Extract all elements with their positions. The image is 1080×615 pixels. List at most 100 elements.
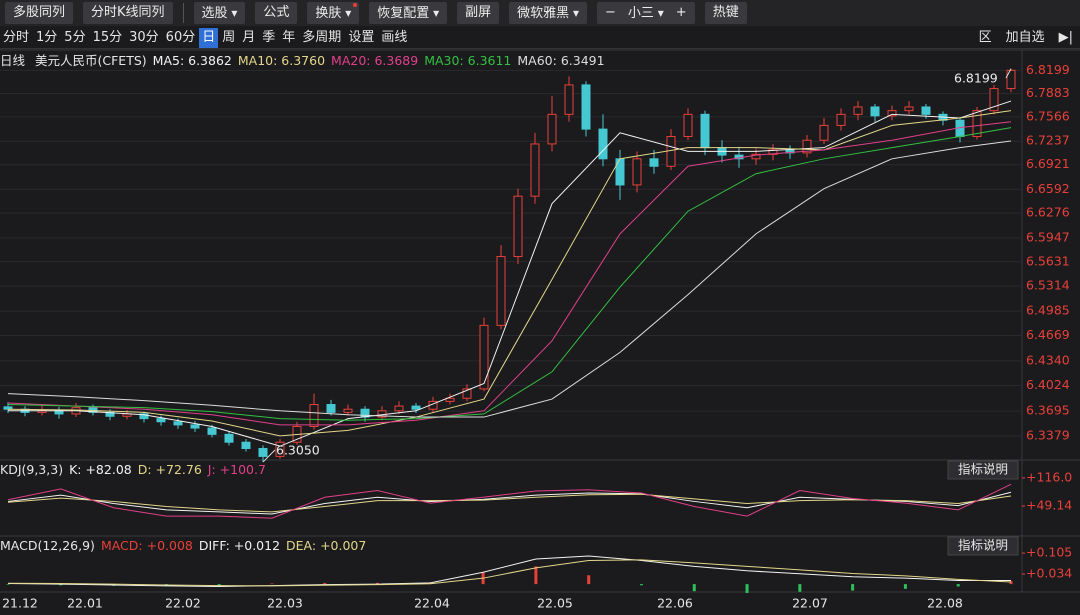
period-bar: 分时 1分 5分 15分 30分 60分日周月季年多周期 设置 画线 区 加自选 ▶|	[0, 27, 1080, 49]
macd-bar	[59, 584, 63, 586]
candle-body	[649, 158, 659, 167]
period-tab[interactable]: 60分	[165, 29, 196, 45]
increase[interactable]: +	[675, 5, 687, 20]
macd-line	[7, 559, 1012, 587]
ma-line	[7, 121, 1012, 426]
y-tick-label: 6.5947	[1026, 229, 1070, 244]
period-tab[interactable]: 日	[199, 27, 219, 48]
candle-body	[445, 397, 455, 402]
x-tick-label: 22.07	[792, 596, 828, 611]
period-tab[interactable]: 周	[222, 29, 236, 45]
candle-body	[394, 405, 404, 412]
toolbar-button[interactable]: 换肤	[307, 2, 360, 24]
y-tick-label: 6.6276	[1026, 205, 1070, 220]
legend-item: K: +82.08	[69, 462, 132, 477]
main-legend: 日线 美元人民币(CFETS) MA5: 6.3862 MA10: 6.3760 MA2…	[0, 53, 605, 68]
decrease[interactable]: −	[605, 5, 616, 20]
legend-item: DIFF: +0.012	[199, 538, 280, 553]
zone-button[interactable]: 区	[978, 30, 992, 45]
period-tab[interactable]: 5分	[64, 29, 86, 45]
add-watchlist[interactable]: 加自选	[1005, 30, 1045, 45]
candle-body	[768, 149, 778, 155]
macd-bar	[903, 584, 907, 589]
max-pointer	[1005, 68, 1012, 79]
candle-body	[462, 388, 472, 399]
legend-item: DEA: +0.007	[286, 538, 366, 553]
candle-body	[343, 408, 353, 413]
period-tab[interactable]: 年	[282, 29, 296, 45]
ma-line	[7, 127, 1012, 421]
toolbar-button[interactable]: 选股	[193, 2, 246, 24]
macd-bar	[323, 582, 327, 585]
candle-body	[598, 128, 608, 160]
y-tick-label: 6.7237	[1026, 133, 1070, 148]
legend-item: MA60: 6.3491	[517, 53, 604, 68]
macd-bar	[534, 566, 538, 585]
y-tick-label: 6.4024	[1026, 377, 1070, 392]
ma-line	[7, 110, 1012, 437]
period-tab[interactable]: 1分	[36, 29, 58, 45]
period-tab[interactable]: 季	[262, 29, 276, 45]
period-tab[interactable]: 15分	[92, 29, 123, 45]
macd-bar	[798, 584, 802, 592]
macd-line	[7, 555, 1011, 587]
period-tab[interactable]: 30分	[129, 29, 159, 45]
macd-bar	[270, 583, 274, 585]
candle-body	[581, 84, 591, 130]
period-tab[interactable]: 画线	[381, 29, 408, 45]
toolbar-button[interactable]: 副屏	[457, 2, 500, 24]
legend-item: J: +100.7	[207, 462, 266, 477]
period-tab[interactable]: 设置	[348, 29, 375, 45]
collapse-icon[interactable]: ▶|	[1058, 30, 1073, 45]
legend-item: D: +72.76	[138, 462, 202, 477]
legend-item: MA10: 6.3760	[238, 53, 325, 68]
candle-body	[615, 158, 625, 186]
toolbar-button[interactable]: 微软雅黑	[509, 2, 588, 24]
candle-body	[972, 110, 982, 138]
help-button[interactable]: 指标说明	[958, 462, 1008, 477]
macd-bar	[587, 575, 591, 585]
candle-body	[326, 404, 336, 413]
max-label: 6.8199	[954, 71, 998, 86]
macd-bar	[217, 584, 221, 586]
period-tab[interactable]: 分时	[3, 29, 30, 45]
candle-body	[853, 106, 863, 115]
y-tick-label: 6.3379	[1026, 427, 1070, 442]
y-tick-label: +116.0	[1026, 469, 1072, 484]
period-tab[interactable]: 多周期	[302, 29, 342, 45]
toolbar-button[interactable]: 分时K线同列	[83, 2, 173, 24]
font-size[interactable]: 小三	[628, 2, 664, 24]
candle-body	[190, 424, 200, 429]
candle-body	[887, 110, 897, 117]
indicator-title: MACD(12,26,9)	[0, 538, 95, 553]
x-tick-label: 21.12	[2, 596, 38, 611]
candle-body	[870, 106, 880, 117]
y-tick-label: +49.14	[1026, 497, 1072, 512]
period-label: 日线	[0, 53, 26, 68]
toolbar-button[interactable]: 公式	[255, 2, 298, 24]
ma-line	[8, 100, 1012, 447]
x-tick-label: 22.06	[657, 596, 693, 611]
candle-body	[479, 324, 489, 390]
toolbar: 多股同列 分时K线同列 选股 公式 换肤 恢复配置 副屏 微软雅黑 − 小三 +…	[0, 0, 1080, 26]
candle-body	[156, 418, 166, 423]
period-right: 区 加自选 ▶|	[976, 27, 1076, 49]
period-tab[interactable]: 月	[242, 29, 256, 45]
macd-bar	[956, 584, 960, 587]
min-pointer	[262, 449, 276, 463]
help-button[interactable]: 指标说明	[958, 538, 1008, 553]
y-tick-label: 6.6921	[1026, 156, 1070, 171]
candle-body	[173, 421, 183, 426]
x-tick-label: 22.01	[67, 596, 103, 611]
legend-item: MA30: 6.3611	[424, 53, 511, 68]
y-tick-label: 6.4985	[1026, 303, 1070, 318]
toolbar-button[interactable]: 热键	[704, 2, 747, 24]
candle-body	[921, 106, 931, 115]
toolbar-button[interactable]: 恢复配置	[369, 2, 448, 24]
y-tick-label: 6.4340	[1026, 352, 1070, 367]
toolbar-button[interactable]: 多股同列	[5, 2, 74, 24]
candle-body	[802, 139, 812, 154]
candle-body	[275, 441, 285, 457]
font-size-control[interactable]: − 小三 +	[597, 2, 695, 24]
